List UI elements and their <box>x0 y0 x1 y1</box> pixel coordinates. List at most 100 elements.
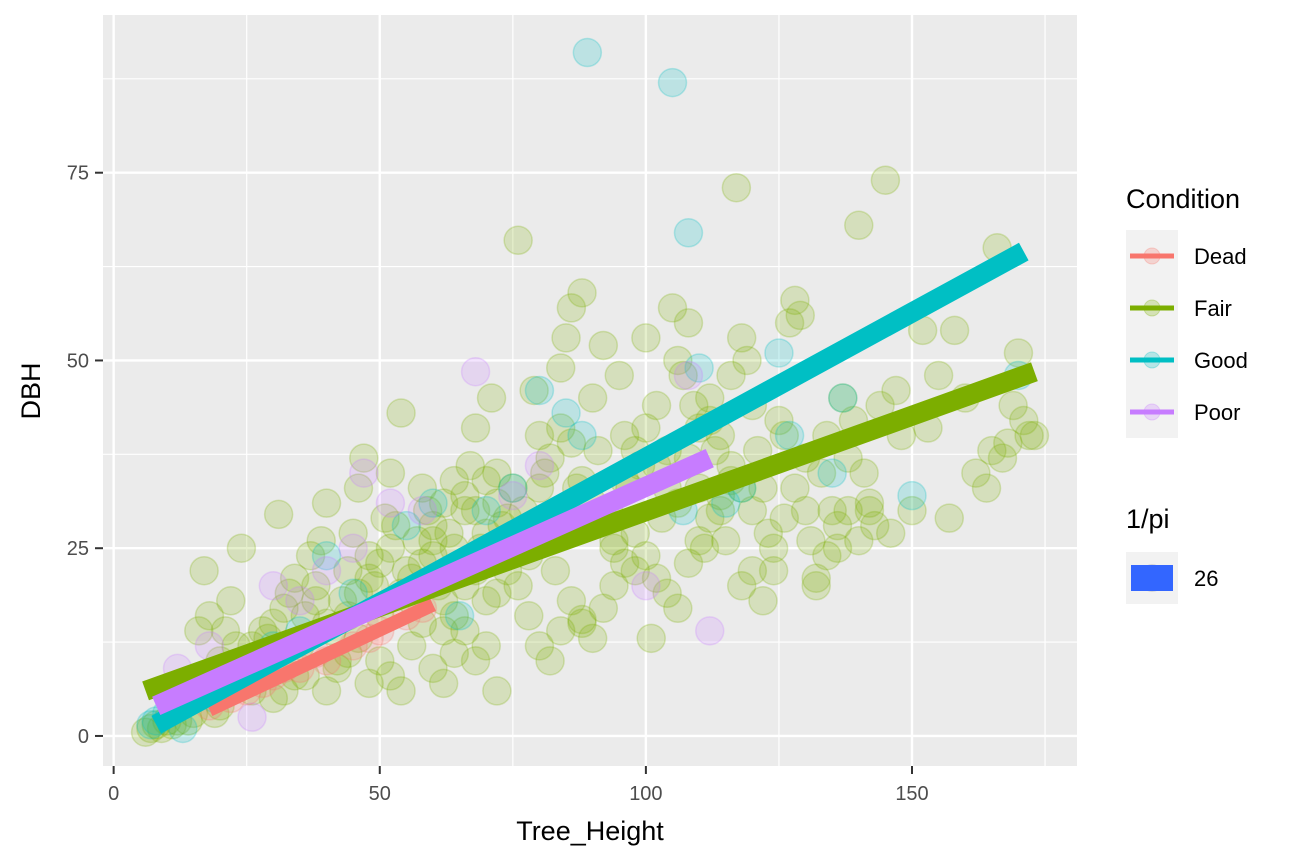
point-fair <box>753 518 784 548</box>
point-fair <box>301 586 331 616</box>
point-fair <box>482 676 512 706</box>
point-fair <box>354 563 384 593</box>
point-fair <box>987 443 1018 473</box>
point-fair <box>1014 420 1044 451</box>
point-poor <box>631 571 661 601</box>
point-fair <box>439 465 470 496</box>
point-fair <box>263 499 294 530</box>
point-fair <box>780 473 810 503</box>
point-good <box>311 540 342 571</box>
point-fair <box>710 525 741 556</box>
point-poor <box>285 586 315 616</box>
point-fair <box>189 555 219 586</box>
point-fair <box>354 668 384 699</box>
point-fair <box>567 608 597 639</box>
point-fair <box>503 571 533 601</box>
point-fair <box>503 225 533 256</box>
point-fair <box>375 458 406 488</box>
point-fair <box>790 495 821 526</box>
legend-condition-title: Condition <box>1126 184 1240 214</box>
point-fair <box>695 503 725 533</box>
point-fair <box>828 383 858 413</box>
point-fair <box>365 646 395 676</box>
point-fair <box>210 616 241 646</box>
fit-line-poor <box>152 448 714 716</box>
point-fair <box>455 450 485 481</box>
point-fair <box>726 323 757 353</box>
fit-line-dead <box>206 598 436 717</box>
point-fair <box>482 578 512 609</box>
point-fair <box>184 616 214 646</box>
point-fair <box>476 383 507 413</box>
point-fair <box>450 616 480 646</box>
point-fair <box>875 518 906 548</box>
point-poor <box>407 495 438 526</box>
y-tick-label: 25 <box>67 538 89 560</box>
point-fair <box>226 533 257 563</box>
point-fair <box>343 473 374 503</box>
point-fair <box>498 473 528 503</box>
scatter-points <box>130 37 1050 747</box>
point-fair <box>434 518 464 548</box>
point-fair <box>524 473 555 503</box>
point-fair <box>673 308 704 338</box>
legend-size-label: 26 <box>1194 566 1218 591</box>
point-fair <box>737 495 768 526</box>
point-fair <box>1009 405 1039 436</box>
point-fair <box>631 540 661 571</box>
point-good <box>657 67 688 98</box>
point-good <box>567 420 597 451</box>
point-fair <box>450 495 480 526</box>
y-axis-title: DBH <box>16 362 46 419</box>
legend-label-good: Good <box>1194 348 1248 373</box>
point-fair <box>482 488 512 518</box>
point-fair <box>854 495 885 526</box>
point-fair <box>716 360 746 391</box>
point-fair <box>577 623 608 654</box>
point-fair <box>609 420 640 451</box>
point-fair <box>732 345 762 376</box>
point-fair <box>631 323 661 353</box>
point-fair <box>636 623 666 654</box>
point-fair <box>806 458 837 488</box>
point-poor <box>338 533 368 563</box>
point-fair <box>418 525 448 556</box>
point-fair <box>748 586 778 616</box>
point-fair <box>599 571 629 601</box>
point-fair <box>859 510 890 541</box>
point-fair <box>923 360 954 391</box>
point-fair <box>567 278 597 308</box>
point-fair <box>801 563 831 593</box>
point-fair <box>833 495 863 526</box>
point-fair <box>620 555 650 586</box>
point-fair <box>583 435 613 466</box>
point-fair <box>961 458 991 488</box>
point-fair <box>609 548 640 578</box>
point-fair <box>769 420 800 451</box>
point-fair <box>269 593 299 624</box>
point-fair <box>460 413 491 443</box>
point-fair <box>524 420 555 451</box>
point-fair <box>338 518 368 548</box>
point-good <box>551 398 581 428</box>
point-fair <box>673 548 704 578</box>
point-fair <box>726 571 757 601</box>
point-fair <box>370 503 400 533</box>
point-fair <box>535 443 565 473</box>
point-fair <box>769 503 800 533</box>
point-poor <box>311 555 342 586</box>
point-fair <box>306 525 336 556</box>
point-fair <box>514 601 544 631</box>
point-fair <box>556 293 587 323</box>
point-good <box>498 473 528 503</box>
point-good <box>774 420 805 451</box>
legend-size-title: 1/pi <box>1126 504 1170 534</box>
point-fair <box>428 668 459 699</box>
point-good <box>684 353 714 383</box>
point-fair <box>897 495 927 526</box>
point-fair <box>737 555 768 586</box>
point-fair <box>641 563 672 593</box>
point-fair <box>854 488 885 518</box>
point-fair <box>604 360 635 391</box>
point-fair <box>471 631 501 661</box>
